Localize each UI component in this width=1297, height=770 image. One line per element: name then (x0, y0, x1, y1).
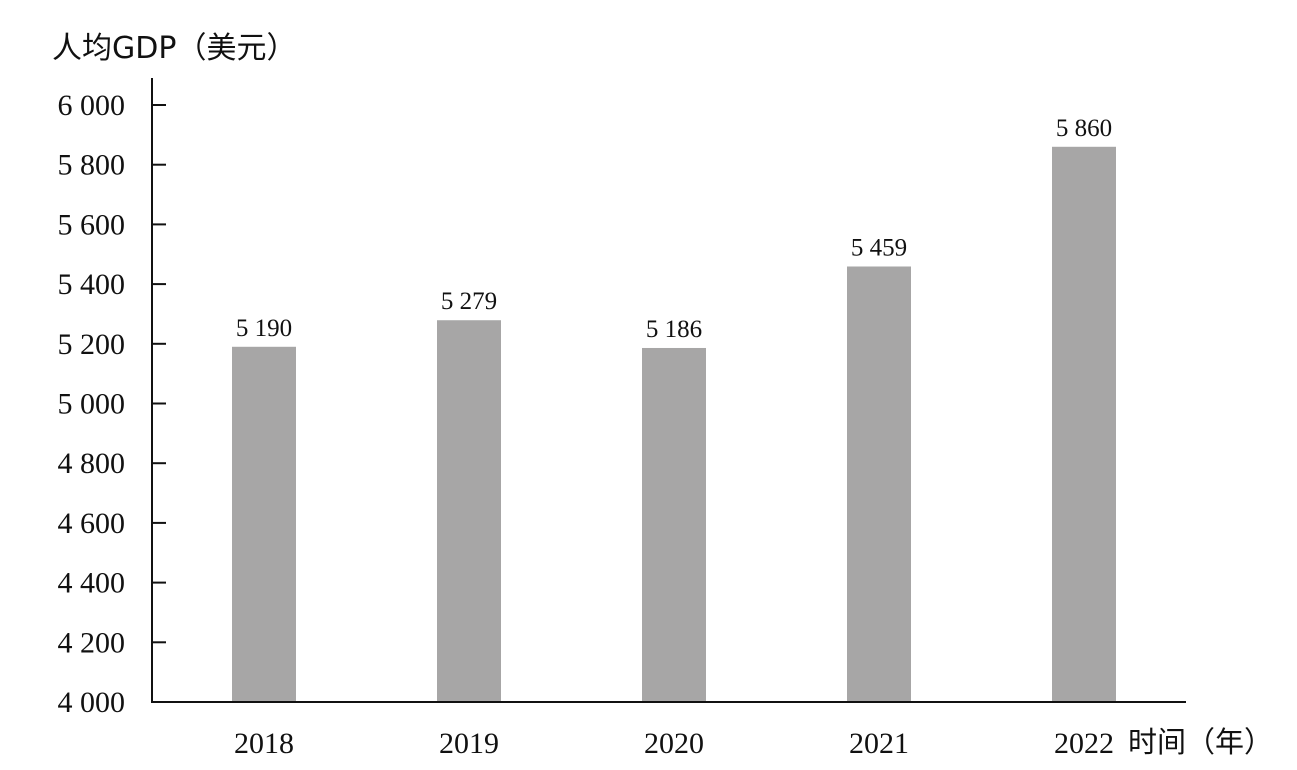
y-tick-label: 4 400 (58, 567, 126, 600)
y-tick-label: 4 000 (58, 686, 126, 719)
x-tick-label: 2018 (234, 727, 294, 760)
x-tick-label: 2021 (849, 727, 909, 760)
bars: 5 190 5 279 5 186 5 459 5 860 (232, 115, 1116, 703)
x-tick-label: 2020 (644, 727, 704, 760)
x-tick-label: 2019 (439, 727, 499, 760)
y-tick-label: 5 000 (58, 388, 126, 421)
y-axis-label: 人均GDP（美元） (52, 31, 296, 66)
y-tick-label: 5 600 (58, 208, 126, 241)
bar-value-label: 5 190 (236, 315, 292, 342)
bar-value-label: 5 459 (851, 234, 907, 261)
y-tick-label: 6 000 (58, 89, 126, 122)
y-axis-ticks: 4 000 4 200 4 400 4 600 4 800 5 000 5 200 5 400… (58, 89, 166, 719)
x-axis-label: 时间（年） (1128, 725, 1273, 759)
bar-value-label: 5 860 (1056, 115, 1112, 142)
bar-2018 (232, 346, 296, 702)
y-tick-label: 5 800 (58, 149, 126, 182)
y-tick-label: 4 200 (58, 626, 126, 659)
bar-value-label: 5 279 (441, 288, 497, 315)
x-axis-ticks: 2018 2019 2020 2021 2022 (234, 727, 1114, 760)
bar-value-label: 5 186 (646, 316, 702, 343)
bar-2021 (847, 266, 911, 702)
bar-2020 (642, 347, 706, 702)
bar-2019 (437, 320, 501, 702)
y-tick-label: 5 200 (58, 328, 126, 361)
y-tick-label: 4 600 (58, 507, 126, 540)
x-tick-label: 2022 (1054, 727, 1114, 760)
y-tick-label: 5 400 (58, 268, 126, 301)
bar-2022 (1052, 146, 1116, 703)
y-tick-label: 4 800 (58, 447, 126, 480)
